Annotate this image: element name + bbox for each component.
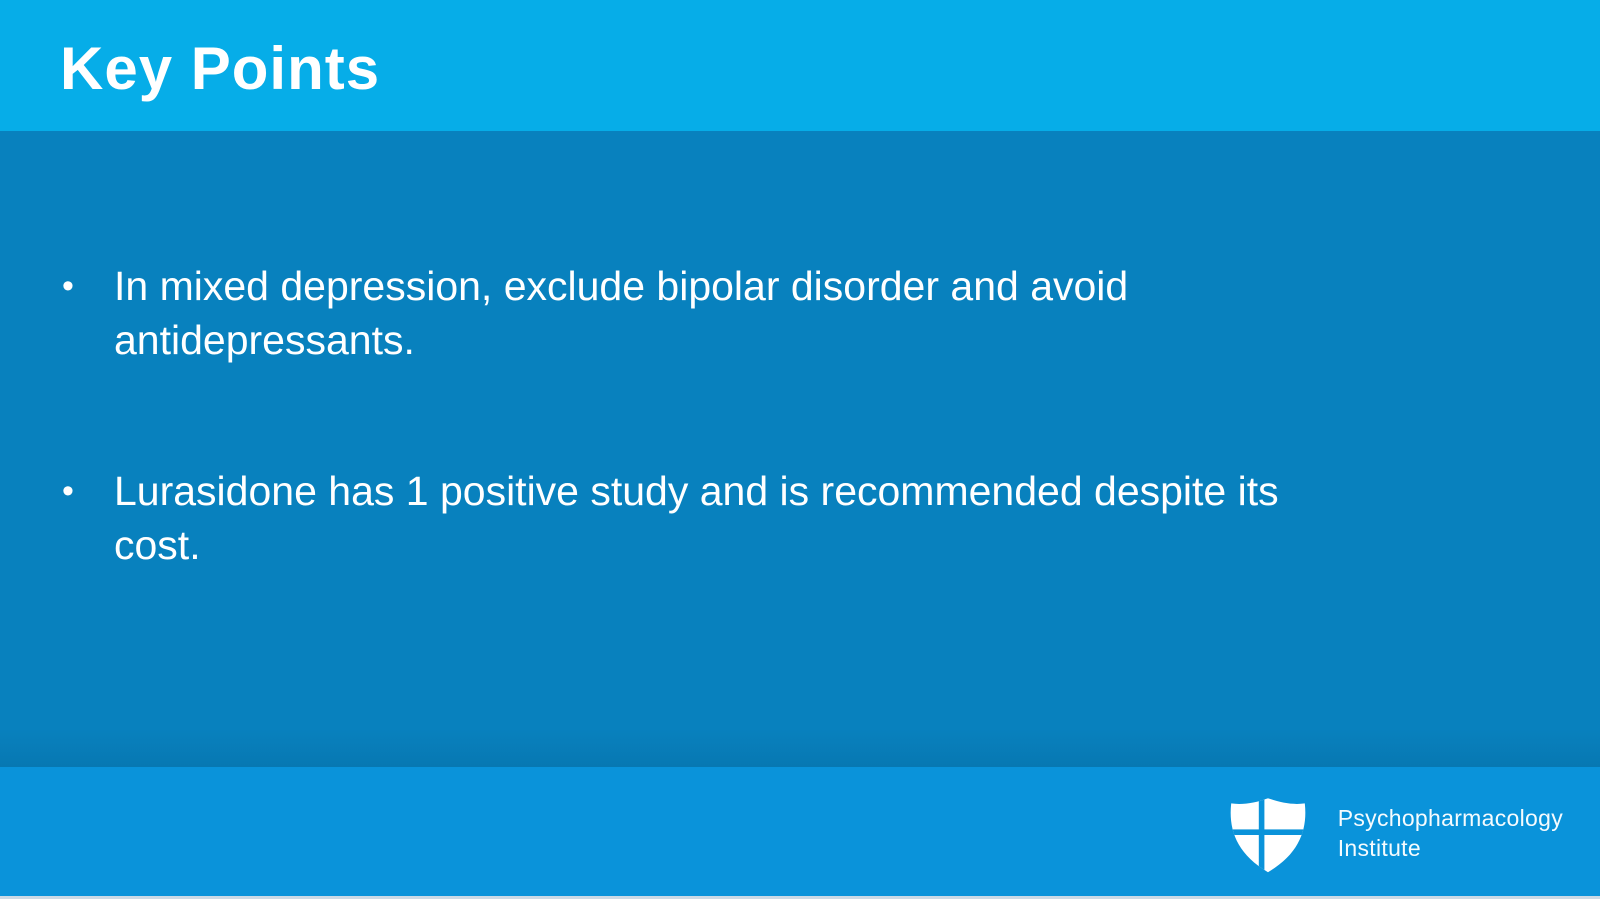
org-name: Psychopharmacology Institute bbox=[1338, 803, 1563, 863]
list-item: • In mixed depression, exclude bipolar d… bbox=[60, 259, 1540, 367]
org-name-line2: Institute bbox=[1337, 835, 1421, 861]
page-title: Key Points bbox=[60, 34, 381, 102]
bullet-list: • In mixed depression, exclude bipolar d… bbox=[60, 259, 1540, 572]
bottom-edge-strip bbox=[0, 896, 1600, 899]
org-name-line1: Psychopharmacology bbox=[1337, 805, 1563, 831]
org-logo: Psychopharmacology Institute bbox=[1228, 792, 1563, 874]
bullet-text: Lurasidone has 1 positive study and is r… bbox=[114, 468, 1279, 568]
shield-icon bbox=[1230, 798, 1306, 873]
slide-body: • In mixed depression, exclude bipolar d… bbox=[0, 131, 1600, 767]
list-item: • Lurasidone has 1 positive study and is… bbox=[60, 464, 1540, 572]
slide-footer: Psychopharmacology Institute bbox=[0, 767, 1600, 899]
bullet-icon: • bbox=[62, 472, 74, 510]
slide-header: Key Points bbox=[0, 0, 1600, 131]
bullet-text: In mixed depression, exclude bipolar dis… bbox=[114, 263, 1129, 363]
bullet-icon: • bbox=[62, 267, 74, 305]
